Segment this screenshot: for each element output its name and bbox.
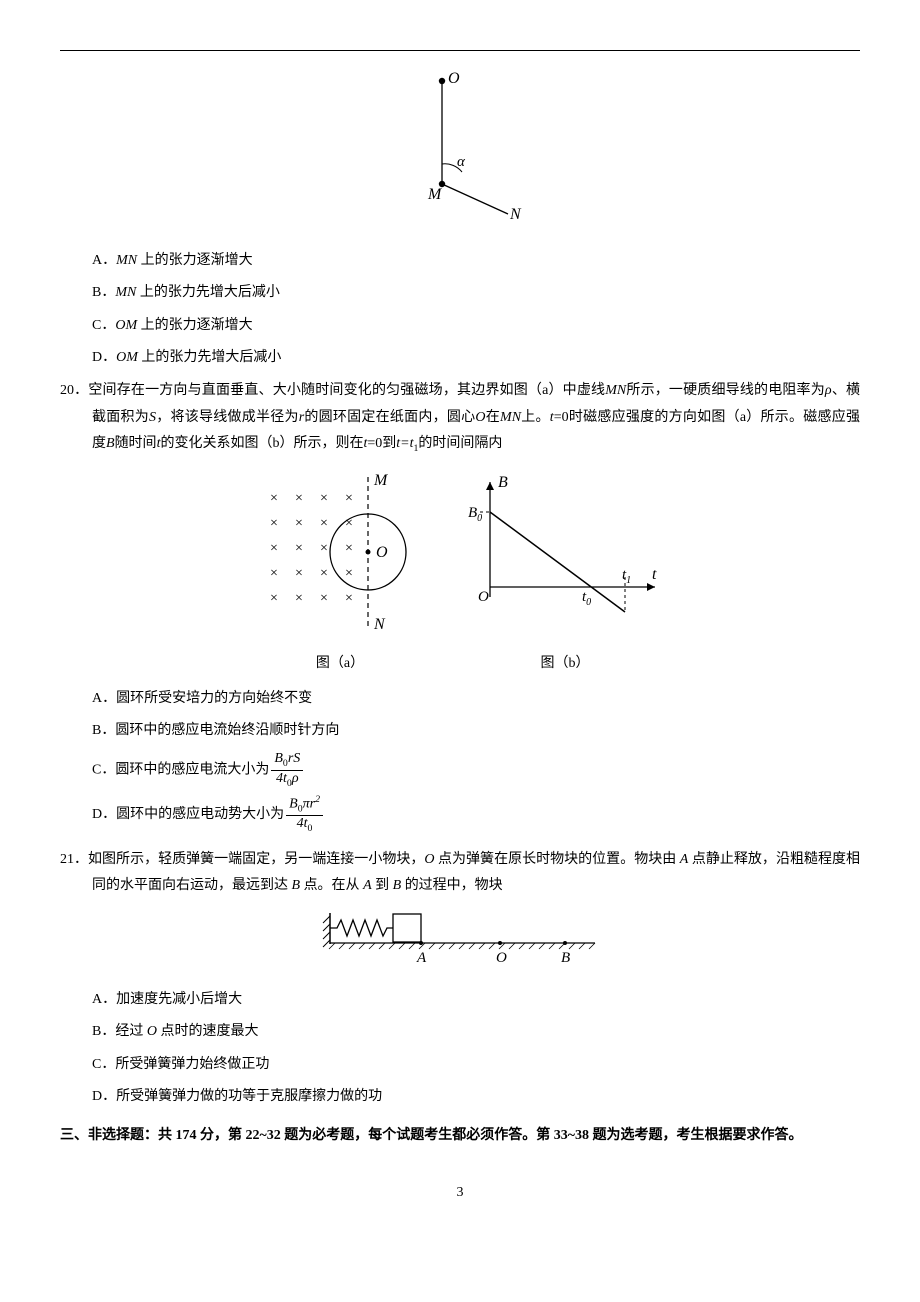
svg-text:×: × — [270, 591, 278, 606]
svg-text:×: × — [345, 541, 353, 556]
fig19-N: N — [509, 206, 522, 223]
q20-options: A．圆环所受安培力的方向始终不变 B．圆环中的感应电流始终沿顺时针方向 C．圆环… — [60, 686, 860, 835]
svg-text:×: × — [270, 566, 278, 581]
svg-text:×: × — [320, 566, 328, 581]
opt-label: B． — [92, 285, 115, 300]
fig20b-caption: 图（b） — [460, 651, 670, 678]
svg-text:×: × — [295, 566, 303, 581]
page-number: 3 — [60, 1180, 860, 1207]
frac-D: B0πr24t0 — [286, 795, 323, 835]
q21: 21．如图所示，轻质弹簧一端固定，另一端连接一小物块，O 点为弹簧在原长时物块的… — [60, 847, 860, 1111]
opt-text: 上的张力逐渐增大 — [137, 318, 253, 333]
svg-text:×: × — [295, 591, 303, 606]
section-3-head: 三、非选择题：共 174 分，第 22~32 题为必考题，每个试题考生都必须作答… — [60, 1123, 860, 1150]
fig20b-svg: B B0 O t0 t1 t — [460, 467, 670, 637]
q20-figures: M O N × × × × × × × × × × × × × × × × × × × × 图（a） — [60, 467, 860, 678]
fig20a-col: M O N × × × × × × × × × × × × × × × × × × × × 图（a） — [250, 467, 430, 678]
svg-text:×: × — [295, 491, 303, 506]
svg-text:×: × — [320, 516, 328, 531]
q19-opt-D: D．OM 上的张力先增大后减小 — [92, 345, 860, 372]
svg-text:B0: B0 — [468, 505, 482, 524]
fig19-svg: O α M N — [390, 69, 530, 229]
q20-opt-B: B．圆环中的感应电流始终沿顺时针方向 — [92, 718, 860, 745]
svg-text:×: × — [345, 591, 353, 606]
q20-opt-C: C．圆环中的感应电流大小为B0rS4t0ρ — [92, 751, 860, 789]
opt-text: 上的张力先增大后减小 — [136, 285, 280, 300]
q19-opt-A: A．MN 上的张力逐渐增大 — [92, 248, 860, 275]
q20-text: 20．空间存在一方向与直面垂直、大小随时间变化的匀强磁场，其边界如图（a）中虚线… — [60, 378, 860, 459]
fig19-M: M — [427, 186, 443, 203]
q20-num: 20． — [60, 383, 88, 398]
svg-text:t: t — [652, 566, 657, 583]
opt-text: 上的张力先增大后减小 — [138, 350, 282, 365]
svg-text:×: × — [295, 541, 303, 556]
frac-C: B0rS4t0ρ — [271, 751, 303, 789]
opt-label: C． — [92, 318, 115, 333]
svg-text:×: × — [295, 516, 303, 531]
opt-var: MN — [116, 253, 137, 268]
q20-opt-D: D．圆环中的感应电动势大小为B0πr24t0 — [92, 795, 860, 835]
svg-text:B: B — [498, 474, 508, 491]
q21-opt-D: D．所受弹簧弹力做的功等于克服摩擦力做的功 — [92, 1084, 860, 1111]
svg-text:×: × — [320, 541, 328, 556]
svg-text:×: × — [345, 491, 353, 506]
fig19-alpha: α — [457, 154, 466, 170]
q20-opt-A: A．圆环所受安培力的方向始终不变 — [92, 686, 860, 713]
opt-var: MN — [115, 285, 136, 300]
q20: 20．空间存在一方向与直面垂直、大小随时间变化的匀强磁场，其边界如图（a）中虚线… — [60, 378, 860, 835]
svg-text:A: A — [416, 950, 427, 966]
q19-figure: O α M N — [60, 69, 860, 240]
q19-opt-B: B．MN 上的张力先增大后减小 — [92, 280, 860, 307]
q21-figure: A O B — [60, 908, 860, 979]
svg-text:×: × — [320, 491, 328, 506]
q21-num: 21． — [60, 852, 88, 867]
fig20a-M: M — [373, 472, 389, 489]
svg-text:×: × — [270, 541, 278, 556]
svg-text:×: × — [345, 566, 353, 581]
fig20a-O: O — [376, 544, 388, 561]
svg-text:t1: t1 — [622, 567, 631, 586]
q19-opt-C: C．OM 上的张力逐渐增大 — [92, 313, 860, 340]
opt-var: OM — [115, 318, 137, 333]
opt-var: OM — [116, 350, 138, 365]
fig20a-svg: M O N × × × × × × × × × × × × × × × × × × × × — [250, 467, 430, 637]
fig20b-col: B B0 O t0 t1 t 图（b） — [460, 467, 670, 678]
opt-label: A． — [92, 253, 116, 268]
fig19-O: O — [448, 70, 460, 87]
q21-opt-B: B．经过 O 点时的速度最大 — [92, 1019, 860, 1046]
svg-text:B: B — [561, 950, 570, 966]
q21-options: A．加速度先减小后增大 B．经过 O 点时的速度最大 C．所受弹簧弹力始终做正功… — [60, 987, 860, 1111]
fig21-svg: A O B — [315, 908, 605, 968]
svg-text:×: × — [345, 516, 353, 531]
opt-text: 上的张力逐渐增大 — [137, 253, 253, 268]
svg-text:×: × — [270, 516, 278, 531]
q21-text: 21．如图所示，轻质弹簧一端固定，另一端连接一小物块，O 点为弹簧在原长时物块的… — [60, 847, 860, 900]
opt-label: D． — [92, 350, 116, 365]
svg-text:t0: t0 — [582, 589, 591, 608]
top-rule — [60, 50, 860, 51]
q21-opt-C: C．所受弹簧弹力始终做正功 — [92, 1052, 860, 1079]
fig20a-caption: 图（a） — [250, 651, 430, 678]
q21-opt-A: A．加速度先减小后增大 — [92, 987, 860, 1014]
svg-text:×: × — [320, 591, 328, 606]
q19-options: A．MN 上的张力逐渐增大 B．MN 上的张力先增大后减小 C．OM 上的张力逐… — [60, 248, 860, 372]
fig20a-N: N — [373, 616, 386, 633]
svg-text:×: × — [270, 491, 278, 506]
svg-text:O: O — [478, 589, 489, 605]
svg-text:O: O — [496, 950, 507, 966]
